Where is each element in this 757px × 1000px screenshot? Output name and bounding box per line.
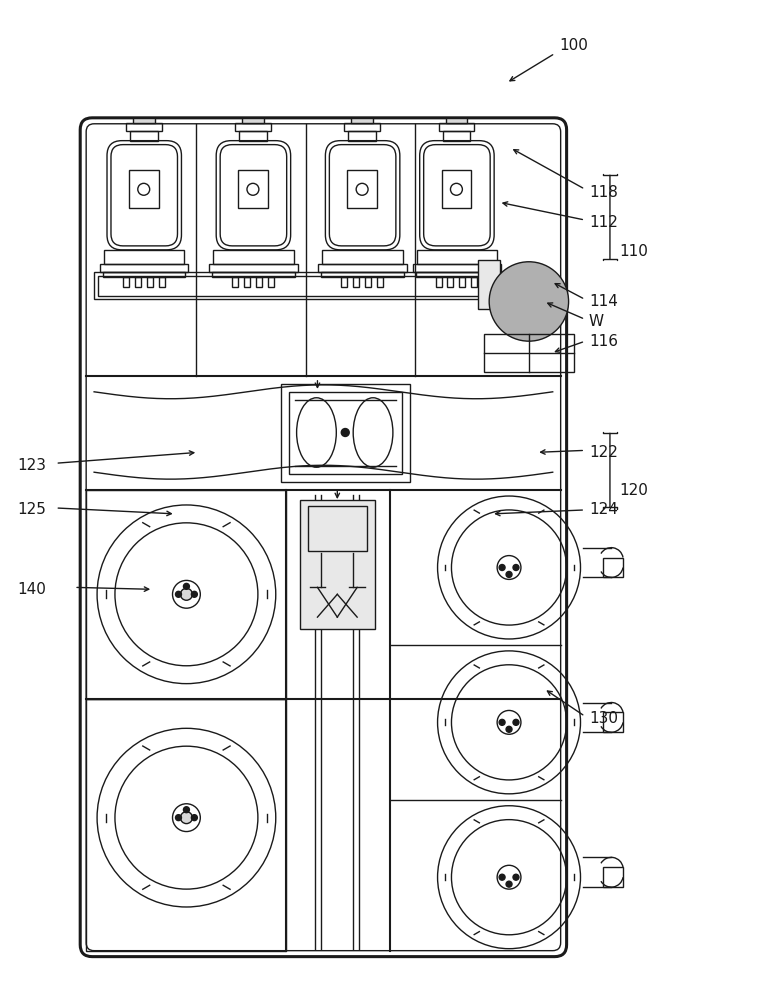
Bar <box>416 250 497 264</box>
Bar <box>212 272 294 277</box>
Bar <box>603 712 623 732</box>
Text: 124: 124 <box>589 502 618 517</box>
Bar <box>416 272 498 277</box>
Text: 114: 114 <box>589 294 618 309</box>
Bar <box>129 170 159 208</box>
Bar <box>347 170 377 208</box>
Bar <box>94 272 489 299</box>
Bar <box>100 264 188 272</box>
Bar <box>319 264 407 272</box>
Text: 118: 118 <box>589 185 618 200</box>
Bar <box>438 123 475 131</box>
Bar <box>307 506 367 551</box>
Bar <box>365 277 371 287</box>
Text: 116: 116 <box>589 334 618 349</box>
Text: 130: 130 <box>589 711 618 726</box>
Bar <box>232 277 238 287</box>
Bar <box>244 277 250 287</box>
Circle shape <box>192 815 198 821</box>
Bar <box>288 392 402 474</box>
Circle shape <box>341 429 349 436</box>
Bar <box>213 250 294 264</box>
Circle shape <box>180 812 192 824</box>
Bar <box>446 118 467 123</box>
Circle shape <box>489 262 569 341</box>
Bar <box>300 500 375 629</box>
Circle shape <box>506 571 512 577</box>
Bar <box>130 131 157 141</box>
Bar <box>459 277 466 287</box>
Bar <box>447 277 453 287</box>
Bar <box>242 118 264 123</box>
Circle shape <box>513 565 519 570</box>
Circle shape <box>506 726 512 732</box>
Bar <box>341 277 347 287</box>
Circle shape <box>513 719 519 725</box>
Bar <box>603 867 623 887</box>
Circle shape <box>499 719 505 725</box>
Bar <box>103 272 185 277</box>
Bar <box>86 490 285 699</box>
Circle shape <box>183 807 189 813</box>
Text: 120: 120 <box>619 483 648 498</box>
Bar <box>443 131 470 141</box>
Bar <box>98 276 485 296</box>
Bar <box>239 131 266 141</box>
Bar <box>86 699 285 951</box>
Circle shape <box>499 565 505 570</box>
Bar <box>322 272 403 277</box>
Bar <box>472 277 477 287</box>
Bar <box>413 264 501 272</box>
Bar <box>281 384 410 482</box>
Bar <box>354 277 359 287</box>
Bar <box>104 250 185 264</box>
Bar <box>147 277 153 287</box>
Circle shape <box>176 591 182 597</box>
Circle shape <box>506 881 512 887</box>
Bar <box>132 118 154 123</box>
Bar <box>135 277 141 287</box>
Text: 122: 122 <box>589 445 618 460</box>
Bar <box>478 260 500 309</box>
Bar <box>484 334 574 372</box>
Text: 112: 112 <box>589 215 618 230</box>
Circle shape <box>183 583 189 589</box>
Circle shape <box>176 815 182 821</box>
Bar <box>348 131 376 141</box>
Bar <box>256 277 262 287</box>
Bar <box>268 277 274 287</box>
Bar <box>351 118 373 123</box>
Bar <box>238 170 268 208</box>
Circle shape <box>180 588 192 600</box>
Circle shape <box>192 591 198 597</box>
Text: W: W <box>589 314 604 329</box>
Text: 100: 100 <box>559 38 587 53</box>
Bar <box>235 123 271 131</box>
Text: 110: 110 <box>619 244 648 259</box>
Circle shape <box>513 874 519 880</box>
Bar <box>126 123 161 131</box>
Text: 123: 123 <box>18 458 47 473</box>
Circle shape <box>499 874 505 880</box>
Bar <box>344 123 380 131</box>
Bar <box>209 264 298 272</box>
Text: 140: 140 <box>18 582 47 597</box>
Bar <box>603 558 623 577</box>
Bar <box>441 170 472 208</box>
Text: 125: 125 <box>18 502 47 517</box>
Bar <box>435 277 441 287</box>
Bar <box>159 277 164 287</box>
Bar <box>377 277 383 287</box>
Bar <box>123 277 129 287</box>
Bar <box>322 250 403 264</box>
